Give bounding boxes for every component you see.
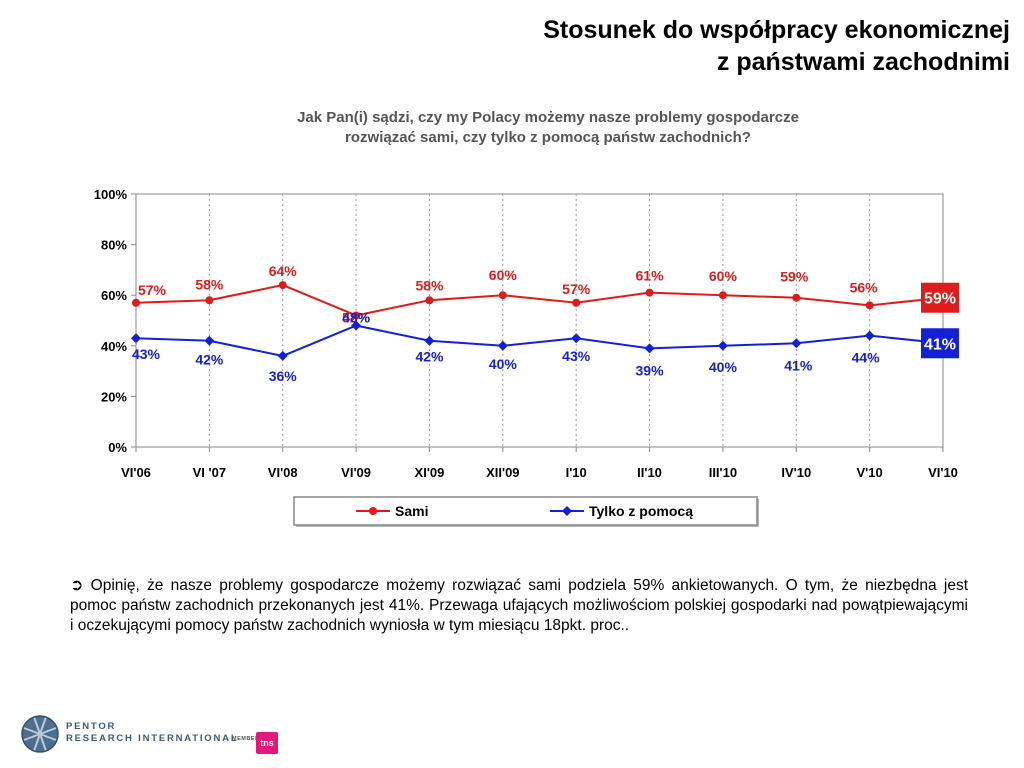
data-point-sami	[132, 298, 140, 307]
data-label-pomoc: 42%	[195, 352, 224, 368]
logo-line1: PENTOR	[66, 721, 117, 732]
data-label-pomoc: 48%	[342, 310, 371, 326]
x-tick-label: XI'09	[415, 465, 445, 480]
data-label-sami: 57%	[562, 281, 591, 297]
data-point-pomoc	[131, 333, 141, 344]
data-point-pomoc	[277, 350, 288, 361]
data-point-pomoc	[204, 335, 215, 346]
x-tick-label: III'10	[709, 465, 737, 480]
data-label-pomoc: 40%	[489, 356, 518, 372]
x-tick-label: VI '07	[193, 465, 226, 480]
data-label-pomoc: 43%	[132, 346, 161, 362]
data-label-sami: 52%	[342, 309, 371, 325]
data-point-pomoc	[571, 333, 582, 344]
survey-question: Jak Pan(i) sądzi, czy my Polacy możemy n…	[248, 108, 848, 148]
slide-title: Stosunek do współpracy ekonomicznej z pa…	[310, 14, 1010, 78]
x-tick-label: V'10	[857, 465, 883, 480]
data-label-sami: 59%	[924, 291, 956, 308]
data-label-pomoc: 42%	[415, 349, 444, 365]
data-label-sami: 64%	[269, 263, 298, 279]
x-tick-label: I'10	[566, 465, 587, 480]
legend-marker-pomoc	[562, 506, 572, 516]
data-point-pomoc	[791, 338, 802, 349]
data-label-pomoc: 39%	[636, 362, 665, 378]
company-logo: PENTOR RESEARCH INTERNATIONAL MEMBER OF …	[20, 712, 290, 756]
slide-title-line1: Stosunek do współpracy ekonomicznej	[543, 16, 1010, 44]
summary-note: ➲ Opinię, że nasze problemy gospodarcze …	[70, 576, 968, 636]
data-point-sami	[278, 281, 287, 290]
data-label-pomoc: 44%	[852, 350, 881, 366]
y-tick-label: 100%	[94, 187, 128, 202]
data-point-sami	[205, 296, 214, 305]
data-point-pomoc	[864, 330, 875, 341]
data-label-sami: 58%	[415, 277, 444, 293]
y-tick-label: 40%	[101, 339, 127, 354]
data-point-pomoc	[717, 340, 728, 351]
data-label-sami: 60%	[489, 267, 518, 283]
data-point-pomoc	[351, 320, 362, 331]
data-label-sami: 59%	[780, 269, 809, 285]
x-tick-label: VI'09	[341, 465, 371, 480]
data-point-pomoc	[497, 340, 508, 351]
logo-text: PENTOR RESEARCH INTERNATIONAL	[66, 721, 238, 745]
plot-area	[135, 193, 944, 448]
x-tick-label: VI'10	[928, 465, 958, 480]
data-label-pomoc: 41%	[924, 336, 956, 353]
data-point-sami	[645, 288, 654, 297]
data-label-pomoc: 43%	[562, 348, 591, 364]
data-label-sami: 58%	[195, 276, 224, 292]
series-line-pomoc	[135, 324, 944, 357]
data-point-sami	[792, 293, 801, 302]
legend-marker-sami	[369, 507, 377, 515]
data-point-pomoc	[644, 343, 655, 354]
x-tick-label: VI'06	[121, 465, 151, 480]
legend-label-pomoc: Tylko z pomocą	[589, 503, 693, 519]
y-tick-label: 20%	[101, 389, 127, 404]
data-point-sami	[425, 296, 434, 305]
globe-icon	[21, 715, 59, 753]
survey-question-line2: rozwiązać sami, czy tylko z pomocą państ…	[345, 129, 751, 146]
tns-badge: tns	[256, 732, 278, 754]
member-of-label: MEMBER OF	[232, 736, 271, 742]
survey-question-line1: Jak Pan(i) sądzi, czy my Polacy możemy n…	[297, 109, 799, 126]
data-label-sami: 57%	[138, 282, 167, 298]
logo-line2: RESEARCH INTERNATIONAL	[66, 733, 239, 744]
summary-text: Opinię, że nasze problemy gospodarcze mo…	[70, 577, 968, 634]
latest-value-box-sami	[921, 282, 959, 313]
slide-title-line2: z państwami zachodnimi	[716, 48, 1010, 76]
x-tick-label: VI'08	[268, 465, 298, 480]
arrow-icon: ➲	[70, 577, 84, 594]
latest-value-box-pomoc	[921, 328, 959, 359]
data-point-sami	[865, 301, 874, 310]
y-tick-label: 80%	[101, 238, 127, 253]
data-point-sami	[498, 291, 507, 300]
y-tick-label: 60%	[101, 288, 127, 303]
data-point-sami	[718, 291, 727, 300]
data-point-sami	[352, 311, 361, 320]
data-label-sami: 61%	[636, 268, 665, 284]
x-tick-label: XII'09	[486, 465, 519, 480]
data-label-sami: 60%	[709, 268, 738, 284]
legend-label-sami: Sami	[395, 503, 428, 519]
data-point-sami	[572, 298, 581, 307]
x-tick-label: IV'10	[781, 465, 811, 480]
data-label-pomoc: 41%	[784, 357, 813, 373]
data-label-sami: 56%	[850, 279, 879, 295]
x-tick-label: II'10	[637, 465, 662, 480]
y-tick-label: 0%	[108, 440, 127, 455]
data-label-pomoc: 40%	[709, 359, 738, 375]
series-line-sami	[135, 284, 944, 317]
data-point-pomoc	[424, 335, 435, 346]
data-label-pomoc: 36%	[269, 368, 298, 384]
